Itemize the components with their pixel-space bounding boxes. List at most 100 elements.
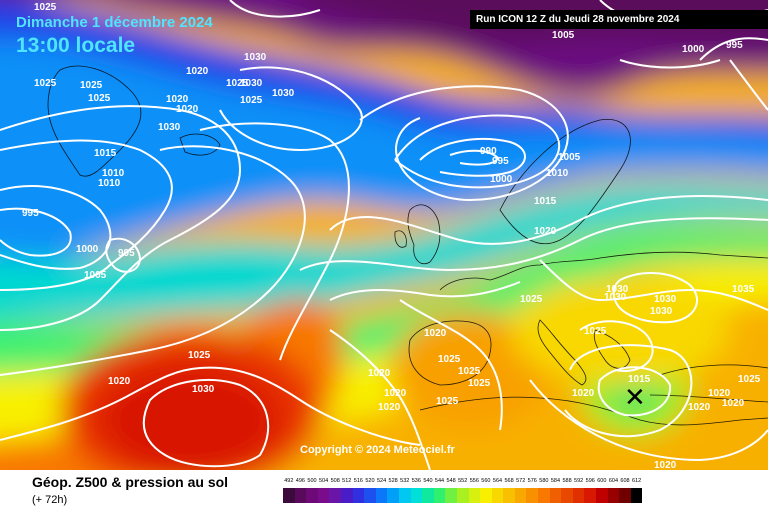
pressure-label: 1025 — [188, 350, 211, 361]
pressure-label: 995 — [118, 248, 135, 259]
scale-color-swatch — [584, 488, 597, 503]
scale-value-label: 508 — [330, 478, 340, 484]
scale-color-swatch — [410, 488, 423, 503]
scale-color-swatch — [398, 488, 411, 503]
color-scale-bar — [283, 488, 643, 503]
scale-color-swatch — [283, 488, 295, 503]
pressure-label: 1020 — [688, 402, 711, 413]
color-scale: 492 496 500 504 508 512 516 520 524 528 532 536 540 5… — [283, 478, 643, 508]
scale-value-label: 492 — [284, 478, 294, 484]
x-mark-icon: ✕ — [624, 383, 646, 413]
scale-value-label: 524 — [376, 478, 387, 484]
time-label: 13:00 locale — [16, 34, 136, 57]
scale-value-label: 516 — [353, 478, 363, 484]
scale-value-label: 548 — [446, 478, 456, 484]
pressure-label: 1025 — [520, 294, 543, 305]
scale-color-swatch — [630, 488, 643, 503]
pressure-label: 1010 — [546, 168, 569, 179]
scale-value-label: 556 — [469, 478, 479, 484]
scale-color-swatch — [445, 488, 457, 503]
pressure-label: 1025 — [458, 366, 481, 377]
pressure-label: 1030 — [158, 122, 181, 133]
scale-color-swatch — [596, 488, 608, 503]
scale-color-swatch — [329, 488, 341, 503]
scale-value-label: 596 — [585, 478, 595, 484]
pressure-label: 1015 — [94, 148, 117, 159]
scale-color-swatch — [375, 488, 388, 503]
pressure-label: 990 — [480, 146, 497, 157]
scale-value-label: 580 — [539, 478, 549, 484]
pressure-label: 995 — [492, 156, 509, 167]
scale-value-label: 560 — [481, 478, 491, 484]
scale-color-swatch — [422, 488, 434, 503]
map-canvas: Dimanche 1 décembre 2024 13:00 locale Ru… — [0, 0, 768, 470]
pressure-label: 1025 — [468, 378, 491, 389]
scale-value-label: 604 — [608, 478, 619, 484]
pressure-label: 1020 — [722, 398, 745, 409]
pressure-label: 1030 — [244, 52, 267, 63]
pressure-label: 995 — [22, 208, 39, 219]
color-scale-labels: 492 496 500 504 508 512 516 520 524 528 532 536 540 5… — [283, 478, 642, 484]
scale-value-label: 600 — [597, 478, 607, 484]
scale-value-label: 500 — [307, 478, 317, 484]
scale-value-label: 504 — [318, 478, 329, 484]
pressure-label: 1025 — [80, 80, 103, 91]
pressure-label: 1030 — [654, 294, 677, 305]
scale-color-swatch — [514, 488, 527, 503]
pressure-label: 1025 — [436, 396, 459, 407]
pressure-label: 1025 — [438, 354, 461, 365]
scale-value-label: 612 — [632, 478, 642, 484]
pressure-label: 1020 — [654, 460, 677, 470]
pressure-label: 1020 — [534, 226, 557, 237]
pressure-label: 1005 — [552, 30, 575, 41]
scale-color-swatch — [549, 488, 562, 503]
pressure-label: 1020 — [166, 94, 189, 105]
scale-color-swatch — [526, 488, 539, 503]
pressure-label: 1020 — [176, 104, 199, 115]
scale-color-swatch — [317, 488, 330, 503]
scale-value-label: 608 — [620, 478, 630, 484]
footer-subtitle: (+ 72h) — [32, 494, 68, 506]
scale-color-swatch — [352, 488, 365, 503]
scale-color-swatch — [503, 488, 515, 503]
pressure-label: 1030 — [650, 306, 673, 317]
scale-value-label: 568 — [504, 478, 514, 484]
date-label: Dimanche 1 décembre 2024 — [16, 14, 213, 31]
scale-color-swatch — [607, 488, 620, 503]
pressure-label: 1025 — [34, 2, 57, 13]
scale-value-label: 544 — [434, 478, 445, 484]
scale-color-swatch — [538, 488, 550, 503]
pressure-label: 1020 — [424, 328, 447, 339]
scale-color-swatch — [456, 488, 469, 503]
scale-value-label: 512 — [342, 478, 352, 484]
pressure-label: 1010 — [98, 178, 121, 189]
pressure-label: 1005 — [558, 152, 581, 163]
pressure-label: 1025 — [226, 78, 249, 89]
scale-color-swatch — [572, 488, 585, 503]
scale-color-swatch — [306, 488, 318, 503]
scale-value-label: 584 — [550, 478, 561, 484]
pressure-label: 1020 — [368, 368, 391, 379]
pressure-label: 1025 — [88, 93, 111, 104]
geopotential-field — [0, 0, 768, 470]
pressure-label: 1005 — [84, 270, 107, 281]
pressure-label: 1010 — [102, 168, 125, 179]
scale-value-label: 540 — [423, 478, 433, 484]
scale-value-label: 576 — [527, 478, 537, 484]
scale-color-swatch — [433, 488, 446, 503]
scale-value-label: 552 — [458, 478, 468, 484]
scale-color-swatch — [340, 488, 353, 503]
scale-color-swatch — [561, 488, 573, 503]
copyright-label: Copyright © 2024 Meteociel.fr — [300, 444, 455, 456]
pressure-label: 1030 — [192, 384, 215, 395]
scale-value-label: 496 — [295, 478, 305, 484]
pressure-label: 1000 — [682, 44, 705, 55]
scale-color-swatch — [294, 488, 307, 503]
pressure-label: 1035 — [732, 284, 755, 295]
color-bands — [0, 0, 768, 470]
pressure-label: 1025 — [34, 78, 57, 89]
scale-color-swatch — [480, 488, 492, 503]
scale-color-swatch — [619, 488, 631, 503]
footer-title: Géop. Z500 & pression au sol — [32, 474, 229, 490]
